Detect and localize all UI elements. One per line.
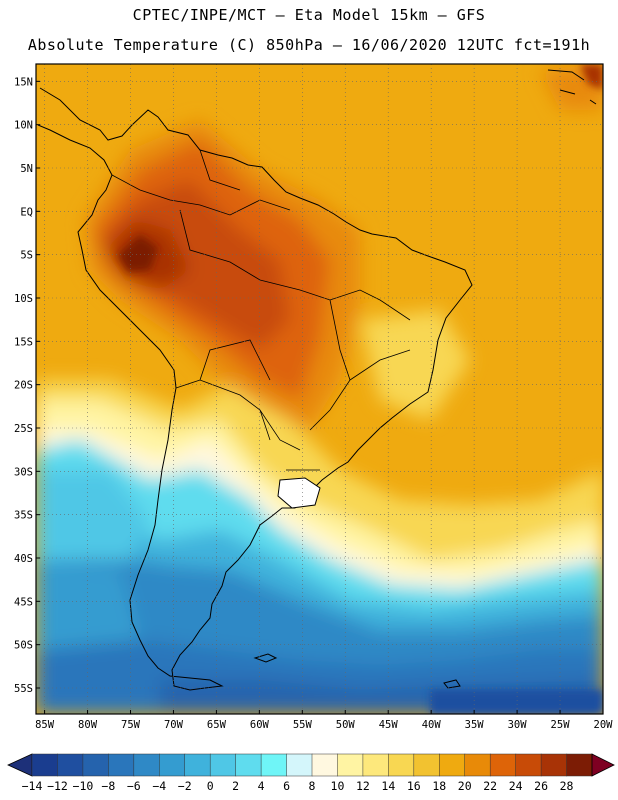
colorbar-swatch — [108, 753, 135, 777]
colorbar — [7, 753, 615, 777]
colorbar-tick-label: 22 — [483, 779, 497, 793]
colorbar-swatch — [235, 753, 262, 777]
band-ne-hot — [580, 64, 603, 90]
colorbar-swatch — [133, 753, 160, 777]
colorbar-swatch — [540, 753, 568, 777]
colorbar-tick-label: 2 — [232, 779, 239, 793]
lon-label: 40W — [422, 719, 442, 731]
latitude-axis: 15N 10N 5N EQ 5S 10S 15S 20S 25S 30S 35S 40S 45S 50S 5… — [14, 76, 40, 695]
band-cold-south — [430, 690, 603, 714]
colorbar-tick-label: 26 — [534, 779, 548, 793]
colorbar-tick-label: 0 — [207, 779, 214, 793]
lat-label: 35S — [14, 510, 33, 522]
colorbar-swatch — [286, 753, 313, 777]
title-line-1: CPTEC/INPE/MCT – Eta Model 15km – GFS — [132, 6, 486, 24]
band-ne-pale — [360, 310, 470, 420]
lon-label: 25W — [551, 719, 571, 731]
map-frame — [35, 63, 604, 715]
colorbar-tick-label: 14 — [381, 779, 395, 793]
lon-label: 55W — [293, 719, 313, 731]
colorbar-labels: −14 −12 −10 −8 −6 −4 −2 0 2 4 6 8 10 12 14 16 18 20 22 24 26… — [22, 779, 574, 793]
colorbar-tick-label: −6 — [127, 779, 141, 793]
colorbar-tick-label: 28 — [560, 779, 574, 793]
lat-label: 15N — [14, 76, 33, 88]
colorbar-swatch — [311, 753, 339, 777]
temperature-field — [36, 64, 603, 714]
lat-label: 10S — [14, 293, 33, 305]
longitude-axis: 85W 80W 75W 70W 65W 60W 55W 50W 45W 40W 35W 30W 25W 2… — [35, 710, 613, 731]
band-red-orange — [100, 180, 290, 350]
colorbar-tick-label: 18 — [432, 779, 446, 793]
falklands — [253, 653, 461, 689]
colorbar-tick-label: −2 — [178, 779, 192, 793]
south-america-coast — [37, 87, 473, 691]
colorbar-swatch — [184, 753, 211, 777]
lat-label: 30S — [14, 466, 33, 478]
band-west-blue — [36, 560, 140, 650]
colorbar-swatch — [439, 753, 466, 777]
colorbar-under-arrow — [7, 753, 33, 777]
coastlines — [37, 69, 597, 691]
colorbar-tick-label: 12 — [356, 779, 370, 793]
uruguay-lagoon — [277, 477, 321, 509]
colorbar-swatch — [260, 753, 288, 777]
colorbar-swatch — [159, 753, 186, 777]
colorbar-tick-label: 20 — [458, 779, 472, 793]
colorbar-tick-label: 4 — [258, 779, 265, 793]
colorbar-tick-label: −14 — [22, 779, 43, 793]
colorbar-swatch — [31, 753, 59, 777]
lat-label: 25S — [14, 423, 33, 435]
lon-label: 20W — [594, 719, 614, 731]
colorbar-swatch — [337, 753, 364, 777]
lat-label: 5S — [20, 250, 33, 262]
colorbar-tick-label: −4 — [152, 779, 166, 793]
lat-label: 20S — [14, 380, 33, 392]
colorbar-tick-label: 24 — [509, 779, 523, 793]
lat-label: EQ — [20, 206, 33, 218]
colorbar-swatch — [388, 753, 415, 777]
colorbar-swatch — [566, 753, 593, 777]
lon-label: 85W — [35, 719, 55, 731]
colorbar-tick-label: −8 — [101, 779, 115, 793]
colorbar-swatch — [489, 753, 517, 777]
colorbar-swatch — [209, 753, 237, 777]
lat-label: 55S — [14, 683, 33, 695]
colorbar-swatch — [82, 753, 109, 777]
colorbar-tick-label: 10 — [331, 779, 345, 793]
colorbar-tick-label: −12 — [47, 779, 68, 793]
lat-label: 50S — [14, 640, 33, 652]
lat-label: 40S — [14, 553, 33, 565]
lat-label: 5N — [20, 163, 33, 175]
band-hot-core — [118, 235, 158, 272]
colorbar-swatch — [57, 753, 84, 777]
lon-label: 75W — [121, 719, 141, 731]
colorbar-tick-label: 16 — [407, 779, 421, 793]
colorbar-swatch — [362, 753, 389, 777]
colorbar-tick-label: 8 — [309, 779, 316, 793]
lon-label: 35W — [465, 719, 485, 731]
lon-label: 30W — [508, 719, 528, 731]
lon-label: 60W — [250, 719, 270, 731]
colorbar-tick-label: −10 — [73, 779, 94, 793]
lon-label: 50W — [336, 719, 356, 731]
lat-label: 45S — [14, 596, 33, 608]
colorbar-swatch — [464, 753, 491, 777]
lat-label: 10N — [14, 120, 33, 132]
lon-label: 70W — [164, 719, 184, 731]
lat-label: 15S — [14, 336, 33, 348]
colorbar-tick-label: 6 — [283, 779, 290, 793]
lon-label: 80W — [78, 719, 98, 731]
colorbar-swatch — [413, 753, 440, 777]
colorbar-over-arrow — [591, 753, 615, 777]
graticule — [36, 64, 604, 714]
country-borders — [111, 149, 411, 471]
lon-label: 65W — [207, 719, 227, 731]
lon-label: 45W — [379, 719, 399, 731]
band-west-cyan — [36, 470, 150, 560]
colorbar-swatch — [515, 753, 542, 777]
title-line-2: Absolute Temperature (C) 850hPa – 16/06/… — [27, 36, 591, 54]
caribbean-islands — [547, 69, 597, 105]
